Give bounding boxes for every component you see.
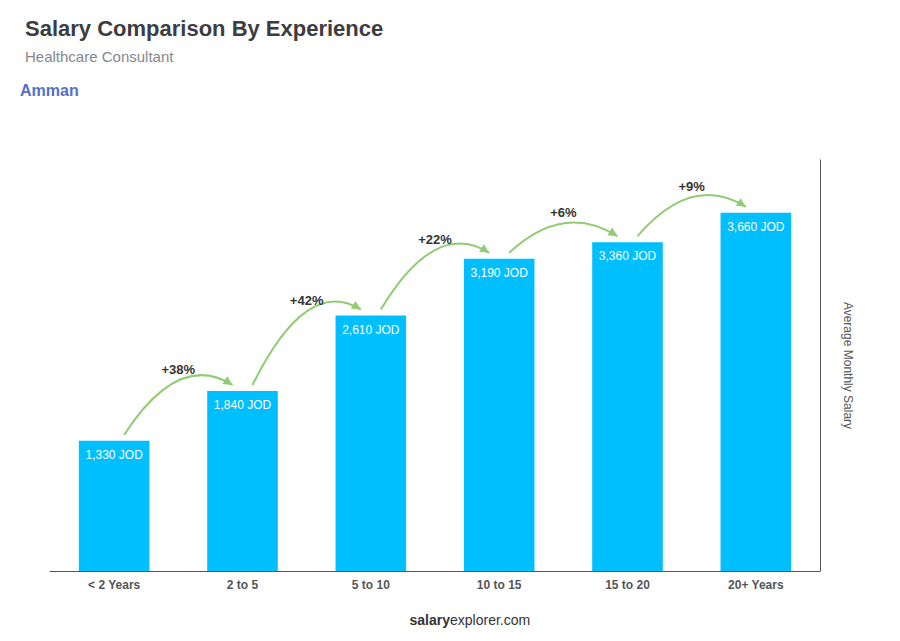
- svg-text:Amman: Amman: [20, 82, 79, 99]
- svg-text:1,330 JOD: 1,330 JOD: [85, 448, 143, 462]
- svg-text:2 to 5: 2 to 5: [227, 578, 259, 592]
- svg-text:salary: salary: [410, 612, 451, 628]
- svg-text:Healthcare Consultant: Healthcare Consultant: [25, 48, 174, 65]
- svg-text:10 to 15: 10 to 15: [477, 578, 522, 592]
- svg-text:3,190 JOD: 3,190 JOD: [470, 266, 528, 280]
- svg-text:+42%: +42%: [290, 293, 324, 308]
- svg-text:Average Monthly Salary: Average Monthly Salary: [841, 302, 855, 429]
- svg-text:20+ Years: 20+ Years: [728, 578, 784, 592]
- svg-text:3,660 JOD: 3,660 JOD: [727, 220, 785, 234]
- svg-text:5 to 10: 5 to 10: [352, 578, 390, 592]
- svg-text:Salary Comparison By Experienc: Salary Comparison By Experience: [25, 16, 383, 41]
- svg-text:explorer.com: explorer.com: [450, 612, 530, 628]
- svg-text:1,840 JOD: 1,840 JOD: [214, 398, 272, 412]
- svg-text:+6%: +6%: [550, 205, 577, 220]
- svg-text:15 to 20: 15 to 20: [605, 578, 650, 592]
- svg-text:< 2 Years: < 2 Years: [88, 578, 140, 592]
- svg-text:+38%: +38%: [162, 362, 196, 377]
- svg-text:3,360 JOD: 3,360 JOD: [599, 249, 657, 263]
- svg-text:+9%: +9%: [678, 179, 705, 194]
- svg-text:+22%: +22%: [418, 232, 452, 247]
- svg-text:2,610 JOD: 2,610 JOD: [342, 323, 400, 337]
